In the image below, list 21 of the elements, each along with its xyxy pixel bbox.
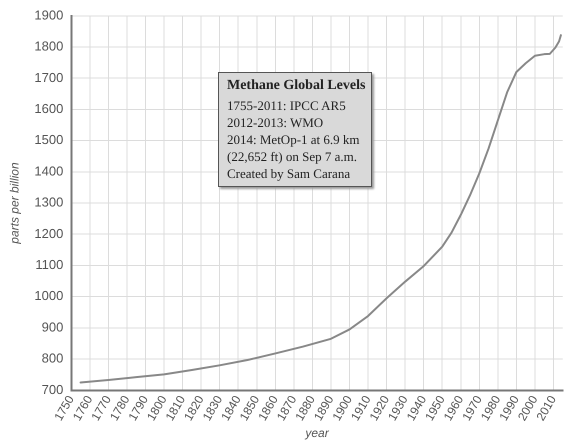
y-tick-label: 1300 xyxy=(34,194,64,210)
annotation: Created by Sam Carana xyxy=(227,165,352,182)
y-tick-label: 1100 xyxy=(35,257,64,272)
y-tick-label: 1900 xyxy=(34,7,64,22)
y-tick-label: 1400 xyxy=(34,163,64,178)
y-tick-label: 900 xyxy=(42,319,64,334)
annotation: 2014: MetOp-1 at 6.9 km xyxy=(227,131,361,148)
x-axis-title: year xyxy=(304,426,330,440)
y-tick-label: 1600 xyxy=(34,101,64,116)
y-tick-label: 800 xyxy=(42,350,64,366)
y-tick-label: 700 xyxy=(42,382,64,397)
y-tick-label: 1200 xyxy=(34,226,64,241)
annotation: (22,652 ft) on Sep 7 a.m. xyxy=(227,148,358,165)
y-tick-label: 1000 xyxy=(34,288,64,304)
y-tick-label: 1700 xyxy=(34,70,64,85)
chart-title: Methane Global Levels xyxy=(227,78,366,93)
annotation: 1755-2011: IPCC AR5 xyxy=(227,97,347,114)
y-tick-label: 1500 xyxy=(34,132,64,148)
y-tick-label: 1800 xyxy=(34,38,64,54)
annotation: 2012-2013: WMO xyxy=(227,114,324,131)
y-axis-title: parts per billion xyxy=(8,162,22,245)
